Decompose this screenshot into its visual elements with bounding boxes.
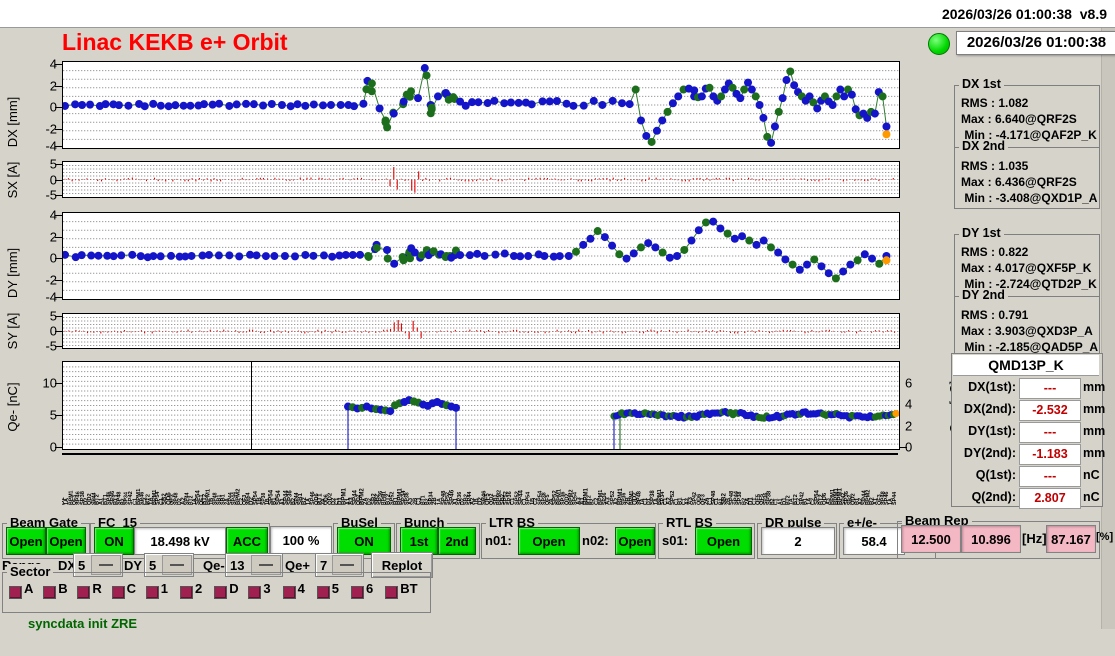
svg-text:SP44: SP44 — [892, 492, 898, 505]
